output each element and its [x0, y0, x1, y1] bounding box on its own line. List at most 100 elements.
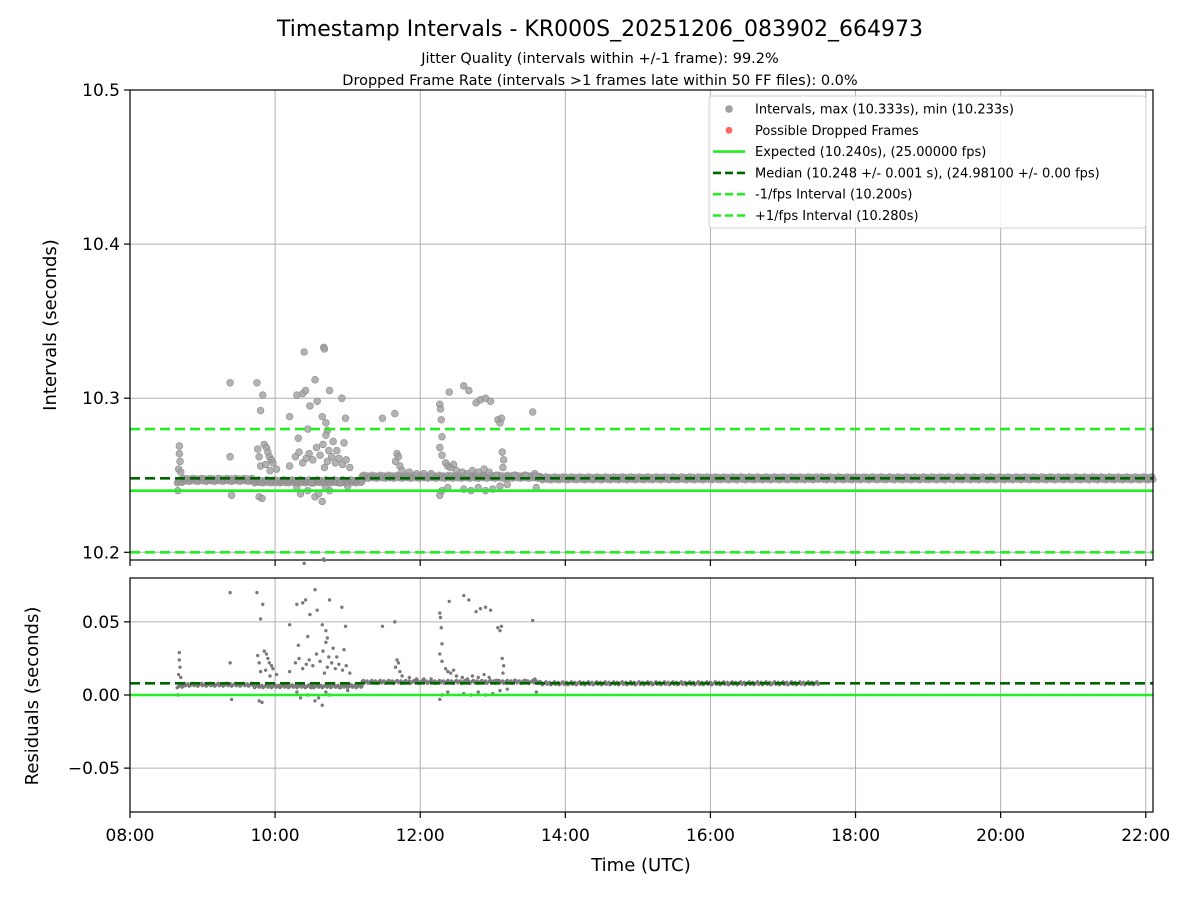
residual-point-69	[327, 655, 331, 659]
intervals-ytick-label-2: 10.4	[82, 235, 120, 255]
residual-point-66	[318, 659, 322, 664]
intervals-ytick-label-3: 10.5	[82, 81, 120, 101]
interval-point-29	[294, 434, 303, 442]
interval-point-14	[253, 445, 262, 453]
residuals-xtick-label-5: 18:00	[831, 826, 880, 846]
residual-point-60	[297, 656, 301, 661]
residual-point	[186, 682, 190, 686]
interval-point-11	[259, 391, 267, 399]
residual-point-84	[400, 674, 404, 678]
legend-label-3: Median (10.248 +/- 0.001 s), (24.98100 +…	[755, 166, 1100, 181]
residual-point-62	[304, 662, 309, 666]
residual-point-68	[324, 640, 328, 645]
interval-point-87	[420, 470, 428, 478]
residual-point	[458, 679, 462, 683]
legend-entry-3: Median (10.248 +/- 0.001 s), (24.98100 +…	[713, 166, 1100, 181]
residual-point	[483, 679, 488, 683]
residual-point-71	[333, 666, 338, 671]
residual-point-42	[327, 598, 332, 602]
legend-label-0: Intervals, max (10.333s), min (10.233s)	[755, 103, 1014, 118]
residual-point-133	[534, 690, 538, 694]
residual-point	[360, 684, 364, 688]
interval-point-40	[322, 419, 330, 427]
residual-point-79	[393, 620, 397, 624]
residual-point	[336, 683, 340, 687]
residual-point-23	[268, 674, 272, 678]
residuals-ytick-label-0: −0.05	[68, 759, 120, 779]
interval-point-92	[438, 433, 446, 441]
residual-point	[517, 679, 521, 683]
residual-point-112	[499, 624, 504, 628]
interval-point-82	[391, 457, 400, 466]
residual-point-106	[474, 609, 478, 614]
residual-point-32	[303, 598, 308, 602]
residual-point-107	[478, 607, 483, 611]
residuals-xtick-label-6: 20:00	[976, 826, 1025, 846]
interval-point-98	[449, 460, 458, 469]
interval-point-42	[325, 386, 334, 395]
residual-point	[370, 678, 374, 682]
interval-point-75	[346, 463, 354, 472]
interval-point-130	[528, 408, 537, 416]
residual-point-117	[482, 672, 486, 677]
legend-label-4: -1/fps Interval (10.200s)	[755, 188, 912, 203]
residuals-ytick-label-2: 0.05	[82, 613, 120, 633]
residual-point	[561, 680, 565, 684]
residual-point-114	[465, 677, 470, 681]
residual-point-49	[298, 696, 303, 700]
residual-point	[480, 678, 484, 682]
interval-point-66	[316, 451, 324, 459]
residuals-xtick-label-2: 12:00	[396, 826, 445, 846]
residual-point-110	[496, 626, 500, 630]
residual-point-113	[460, 675, 464, 680]
residual-point-95	[443, 666, 448, 671]
interval-point-37	[318, 412, 326, 421]
residual-point-116	[476, 675, 480, 680]
interval-point-69	[325, 446, 333, 455]
residual-point-35	[313, 588, 317, 592]
interval-point-78	[378, 414, 387, 422]
x-axis-label: Time (UTC)	[590, 855, 691, 876]
residual-point-67	[321, 649, 325, 653]
interval-point-121	[499, 456, 508, 464]
residual-point-65	[314, 652, 319, 656]
residuals-xtick-label-7: 22:00	[1121, 826, 1170, 846]
interval-point-25	[272, 465, 281, 473]
chart-title: Timestamp Intervals - KR000S_20251206_08…	[276, 17, 923, 42]
residual-point-70	[329, 661, 334, 665]
residual-point	[815, 680, 819, 684]
interval-point-86	[412, 470, 421, 478]
residual-point-27	[287, 669, 292, 674]
residual-point	[696, 680, 700, 684]
chart-subtitle-dropped: Dropped Frame Rate (intervals >1 frames …	[342, 73, 857, 89]
chart-subtitle-jitter: Jitter Quality (intervals within +/-1 fr…	[420, 51, 779, 67]
residual-point-74	[344, 664, 348, 668]
residual-point-29	[296, 643, 301, 647]
residual-point-41	[325, 636, 330, 640]
legend-box	[708, 95, 1147, 229]
residual-point-8	[229, 697, 234, 702]
residual-point-1	[177, 658, 182, 662]
interval-point-46	[340, 439, 348, 447]
residual-point	[404, 678, 408, 682]
residual-point	[463, 678, 467, 682]
residual-point-135	[512, 678, 517, 683]
interval-point-8	[227, 491, 236, 499]
interval-point-31	[300, 348, 308, 356]
residual-point-77	[325, 665, 330, 669]
legend-entry-5: +1/fps Interval (10.280s)	[713, 209, 919, 224]
residual-point-30	[300, 601, 305, 605]
residual-point	[475, 679, 479, 683]
residual-point-89	[438, 611, 442, 615]
residual-point-47	[343, 624, 348, 628]
residual-point-24	[271, 666, 275, 671]
residual-point-76	[322, 671, 327, 675]
residual-point	[199, 681, 203, 685]
residual-point-134	[523, 678, 528, 683]
residual-point-22	[263, 668, 268, 672]
residual-point	[260, 683, 264, 687]
residual-point-13	[260, 700, 264, 705]
residual-point	[755, 680, 760, 684]
residual-point-26	[287, 623, 292, 627]
residual-point	[450, 679, 454, 683]
